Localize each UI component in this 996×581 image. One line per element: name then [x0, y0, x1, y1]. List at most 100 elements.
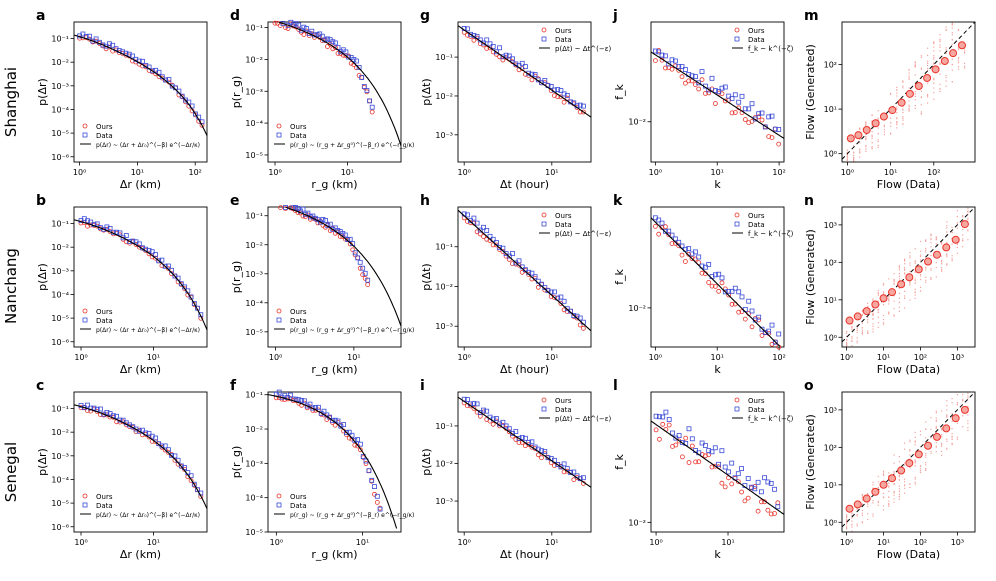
- panel-letter: l: [613, 378, 618, 394]
- y-tick-label: 10⁻⁵: [51, 499, 69, 508]
- data-point: [713, 101, 718, 106]
- flow-scatter-point: [946, 256, 948, 258]
- flow-scatter-point: [877, 117, 879, 119]
- data-point: [722, 464, 728, 470]
- data-point: [516, 258, 522, 264]
- legend-label-fit: p(Δr) ~ (Δr + Δr₀)^(−β) e^(−Δr/κ): [96, 512, 200, 519]
- panels-group: 10⁰ 10¹ 10² 10⁻⁶ 10⁻⁵ 10⁻⁴ 10⁻³ 10⁻² 10⁻¹ Δr (km)…: [36, 8, 976, 561]
- flow-scatter-point: [956, 246, 958, 248]
- flow-scatter-point: [872, 515, 874, 517]
- flow-scatter-point: [967, 420, 969, 422]
- flow-scatter-point: [856, 507, 858, 510]
- binned-mean-marker: [897, 466, 906, 475]
- flow-scatter-point: [861, 494, 863, 496]
- flow-scatter-point: [945, 28, 947, 30]
- y-tick-label: 10⁻¹: [435, 243, 453, 252]
- x-axis-label: k: [714, 178, 721, 191]
- flow-scatter-point: [935, 236, 937, 238]
- flow-scatter-point: [872, 331, 874, 333]
- flow-scatter-point: [941, 444, 943, 446]
- flow-scatter-point: [898, 488, 900, 490]
- flow-scatter-point: [946, 221, 948, 223]
- flow-scatter-point: [877, 481, 879, 483]
- flow-scatter-point: [888, 278, 890, 280]
- flow-scatter-point: [914, 278, 916, 280]
- flow-scatter-point: [920, 77, 922, 79]
- flow-scatter-point: [951, 226, 953, 228]
- flow-scatter-point: [888, 295, 890, 297]
- panel-g: 10⁰ 10¹ 10⁻³ 10⁻² 10⁻¹ Δt (hour) p(Δt) g OursDat…: [420, 8, 612, 191]
- flow-scatter-point: [861, 504, 863, 506]
- data-point: [742, 316, 748, 322]
- data-point: [301, 24, 307, 30]
- flow-scatter-point: [898, 493, 900, 495]
- flow-scatter-point: [877, 300, 879, 302]
- data-point: [749, 119, 755, 124]
- legend-label-fit: p(r_g) ~ (r_g + Δr_g⁰)^(−β_r) e^(−r_g/κ): [290, 512, 414, 519]
- flow-scatter-point: [909, 299, 911, 301]
- data-point: [352, 250, 358, 256]
- series-data: [653, 48, 782, 132]
- panel-h: 10⁰ 10¹ 10⁻³ 10⁻² 10⁻¹ Δt (hour) p(Δt) h OursDat…: [420, 193, 612, 376]
- flow-scatter-point: [941, 442, 943, 444]
- flow-scatter-point: [872, 487, 874, 489]
- x-tick-label: 10⁰: [457, 168, 470, 177]
- flow-scatter-point: [865, 122, 867, 124]
- data-point: [519, 60, 525, 66]
- flow-scatter-point: [867, 319, 869, 321]
- x-tick-label: 10¹: [545, 168, 558, 177]
- flow-scatter-point: [930, 428, 932, 430]
- data-point: [474, 220, 480, 226]
- x-tick-label: 10⁰: [649, 353, 662, 362]
- flow-scatter-point: [951, 435, 953, 437]
- flow-scatter-point: [935, 410, 937, 412]
- x-axis-label: Flow (Data): [877, 178, 940, 191]
- plot-frame: [73, 21, 208, 163]
- binned-mean-marker: [871, 119, 880, 128]
- data-point: [309, 28, 315, 34]
- fit-curve: [457, 25, 592, 118]
- flow-scatter-point: [946, 438, 948, 440]
- legend-marker-ours: [734, 27, 740, 33]
- binned-mean-marker: [960, 405, 969, 414]
- flow-scatter-point: [908, 87, 910, 89]
- data-point: [510, 56, 515, 62]
- flow-scatter-point: [964, 51, 966, 53]
- flow-scatter-point: [909, 282, 911, 284]
- flow-scatter-point: [951, 437, 953, 439]
- flow-scatter-point: [920, 56, 922, 58]
- data-point: [713, 272, 718, 278]
- binned-mean-marker: [862, 307, 871, 316]
- flow-scatter-point: [846, 525, 848, 527]
- y-tick-label: 10⁻³: [435, 497, 453, 506]
- flow-scatter-point: [909, 449, 911, 451]
- flow-scatter-point: [925, 428, 927, 430]
- legend-label-ours: Ours: [748, 27, 765, 35]
- flow-scatter-point: [851, 339, 853, 342]
- y-tick-label: 10⁻³: [245, 459, 263, 468]
- data-point: [293, 21, 299, 27]
- series-ours: [78, 220, 204, 321]
- binned-mean-marker: [932, 250, 941, 259]
- flow-scatter-point: [882, 314, 885, 317]
- flow-scatter-point: [927, 95, 929, 97]
- flow-scatter-point: [951, 232, 953, 234]
- data-point: [657, 414, 662, 420]
- flow-scatter-point: [861, 495, 863, 497]
- flow-scatter-point: [920, 90, 922, 92]
- flow-scatter-point: [904, 448, 906, 450]
- flow-scatter-point: [941, 270, 943, 272]
- data-point: [503, 423, 509, 429]
- data-point: [535, 452, 541, 458]
- panel-c: 10⁰ 10¹ 10⁻⁶ 10⁻⁵ 10⁻⁴ 10⁻³ 10⁻² 10⁻¹ Δr (km) p(Δ…: [36, 378, 208, 561]
- binned-mean-marker: [940, 56, 949, 65]
- panel-letter: g: [420, 8, 430, 24]
- data-point: [766, 328, 772, 334]
- fit-curve: [650, 217, 780, 347]
- flow-scatter-point: [893, 273, 895, 275]
- y-axis-label: p(Δr): [36, 263, 49, 291]
